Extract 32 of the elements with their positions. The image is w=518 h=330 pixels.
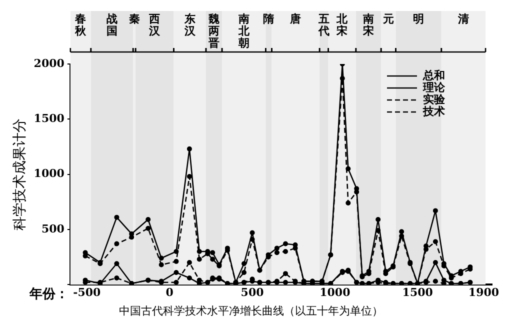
band-label: 南北朝	[237, 12, 250, 50]
x-tick-label: 1000	[320, 286, 351, 300]
band-label: 唐	[289, 12, 302, 26]
y-tick-label: 1500	[34, 112, 65, 126]
band-label: 五代	[317, 12, 330, 38]
band-label: 春秋	[74, 12, 88, 38]
band-label: 秦	[128, 12, 141, 26]
y-axis-title: 科学技术成果计分	[12, 118, 28, 230]
x-axis-title: 年份：	[28, 286, 68, 302]
band-label: 南宋	[362, 12, 374, 38]
band-label: 西汉	[148, 12, 162, 38]
band-label: 北宋	[336, 12, 349, 38]
legend-label: 技术	[422, 104, 445, 118]
y-tick-label: 1000	[34, 167, 65, 180]
x-tick-label: 0	[166, 286, 174, 300]
legend-label: 总和	[422, 68, 445, 82]
band-label: 明	[413, 12, 424, 26]
legend-label: 实验	[423, 92, 446, 106]
band-label: 魏两晋	[208, 12, 220, 50]
y-tick-label: 500	[41, 222, 65, 236]
y-tick-label: 2000	[34, 56, 65, 70]
x-tick-label: -500	[73, 286, 102, 300]
text: 中国古代科学技术水平净增长曲线（以五十年为单位）	[119, 304, 383, 318]
x-tick-label: 1500	[402, 286, 434, 300]
band-label: 东汉	[183, 12, 196, 38]
band-label: 元	[382, 12, 394, 26]
x-tick-label: 500	[240, 286, 264, 300]
legend-label: 理论	[422, 80, 446, 94]
band-label: 隋	[263, 12, 274, 26]
x-tick-label: 1900	[468, 286, 500, 300]
band-label: 清	[456, 12, 469, 26]
band-label: 战国	[106, 12, 118, 38]
